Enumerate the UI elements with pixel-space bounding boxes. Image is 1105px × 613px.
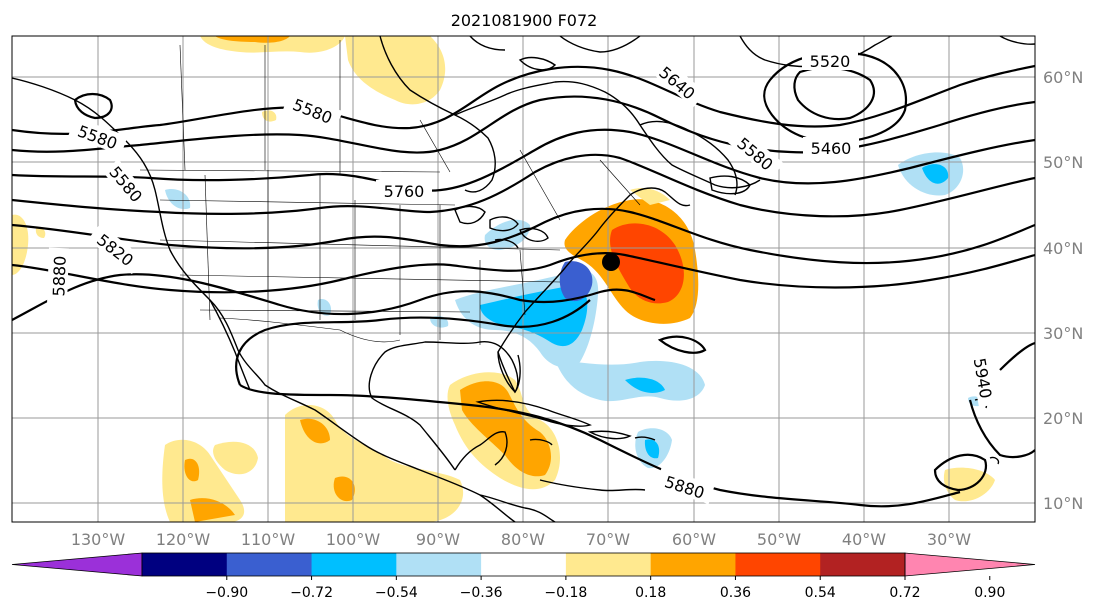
latitude-label: 30°N [1043, 324, 1083, 343]
colorbar-tick-label: 0.18 [635, 585, 666, 601]
latitude-label: 40°N [1043, 239, 1083, 258]
colorbar-swatch [481, 553, 567, 576]
colorbar-extend-high [904, 552, 1036, 577]
contour-label: 5760 [384, 182, 425, 201]
colorbar-tick-label: 0.90 [974, 585, 1005, 601]
contour-label: 5880 [49, 255, 69, 296]
latitude-label: 20°N [1043, 409, 1083, 428]
colorbar-tick-label: −0.54 [375, 585, 418, 601]
colorbar-tick-label: 0.54 [805, 585, 836, 601]
contour-label: 5520 [810, 52, 851, 71]
colorbar-swatch [735, 553, 821, 576]
longitude-label: 120°W [156, 530, 211, 549]
map-frame [11, 35, 1036, 523]
colorbar: −0.90 −0.72 −0.54 −0.36 −0.18 0.18 0.36 0.54 0.7… [11, 552, 1036, 601]
longitude-label: 80°W [501, 530, 545, 549]
latitude-label: 10°N [1043, 494, 1083, 513]
colorbar-swatch [311, 553, 397, 576]
colorbar-tick-label: −0.72 [290, 585, 333, 601]
longitude-label: 30°W [927, 530, 971, 549]
colorbar-swatch [565, 553, 652, 576]
coastlines [12, 36, 1035, 522]
longitude-label: 40°W [842, 530, 886, 549]
longitude-axis: 130°W 120°W 110°W 100°W 90°W 80°W 70°W 6… [71, 530, 971, 549]
colorbar-extend-low [11, 552, 143, 577]
colorbar-tick-label: −0.36 [460, 585, 503, 601]
colorbar-swatch [396, 553, 482, 576]
colorbar-tick-label: 0.72 [889, 585, 920, 601]
colorbar-tick-label: 0.36 [720, 585, 751, 601]
latitude-axis: 60°N 50°N 40°N 30°N 20°N 10°N [1043, 68, 1083, 513]
longitude-label: 130°W [71, 530, 126, 549]
storm-center-marker [602, 253, 620, 271]
colorbar-swatch [820, 553, 906, 576]
colorbar-frame [141, 552, 906, 577]
longitude-label: 90°W [416, 530, 460, 549]
colorbar-swatch [226, 553, 313, 576]
longitude-label: 70°W [586, 530, 630, 549]
latitude-label: 50°N [1043, 153, 1083, 172]
latitude-label: 60°N [1043, 68, 1083, 87]
longitude-label: 50°W [757, 530, 801, 549]
contour-label: 5460 [811, 139, 852, 158]
colorbar-swatch [650, 553, 736, 576]
colorbar-swatch [142, 553, 228, 576]
colorbar-ticks: −0.90 −0.72 −0.54 −0.36 −0.18 0.18 0.36 0.54 0.7… [205, 576, 1005, 601]
map-title: 2021081900 F072 [451, 11, 598, 30]
colorbar-swatches [11, 552, 1036, 577]
colorbar-tick-label: −0.18 [544, 585, 587, 601]
longitude-label: 100°W [326, 530, 381, 549]
longitude-label: 60°W [672, 530, 716, 549]
longitude-label: 110°W [241, 530, 296, 549]
colorbar-tick-label: −0.90 [205, 585, 248, 601]
height-contours [12, 51, 1035, 508]
